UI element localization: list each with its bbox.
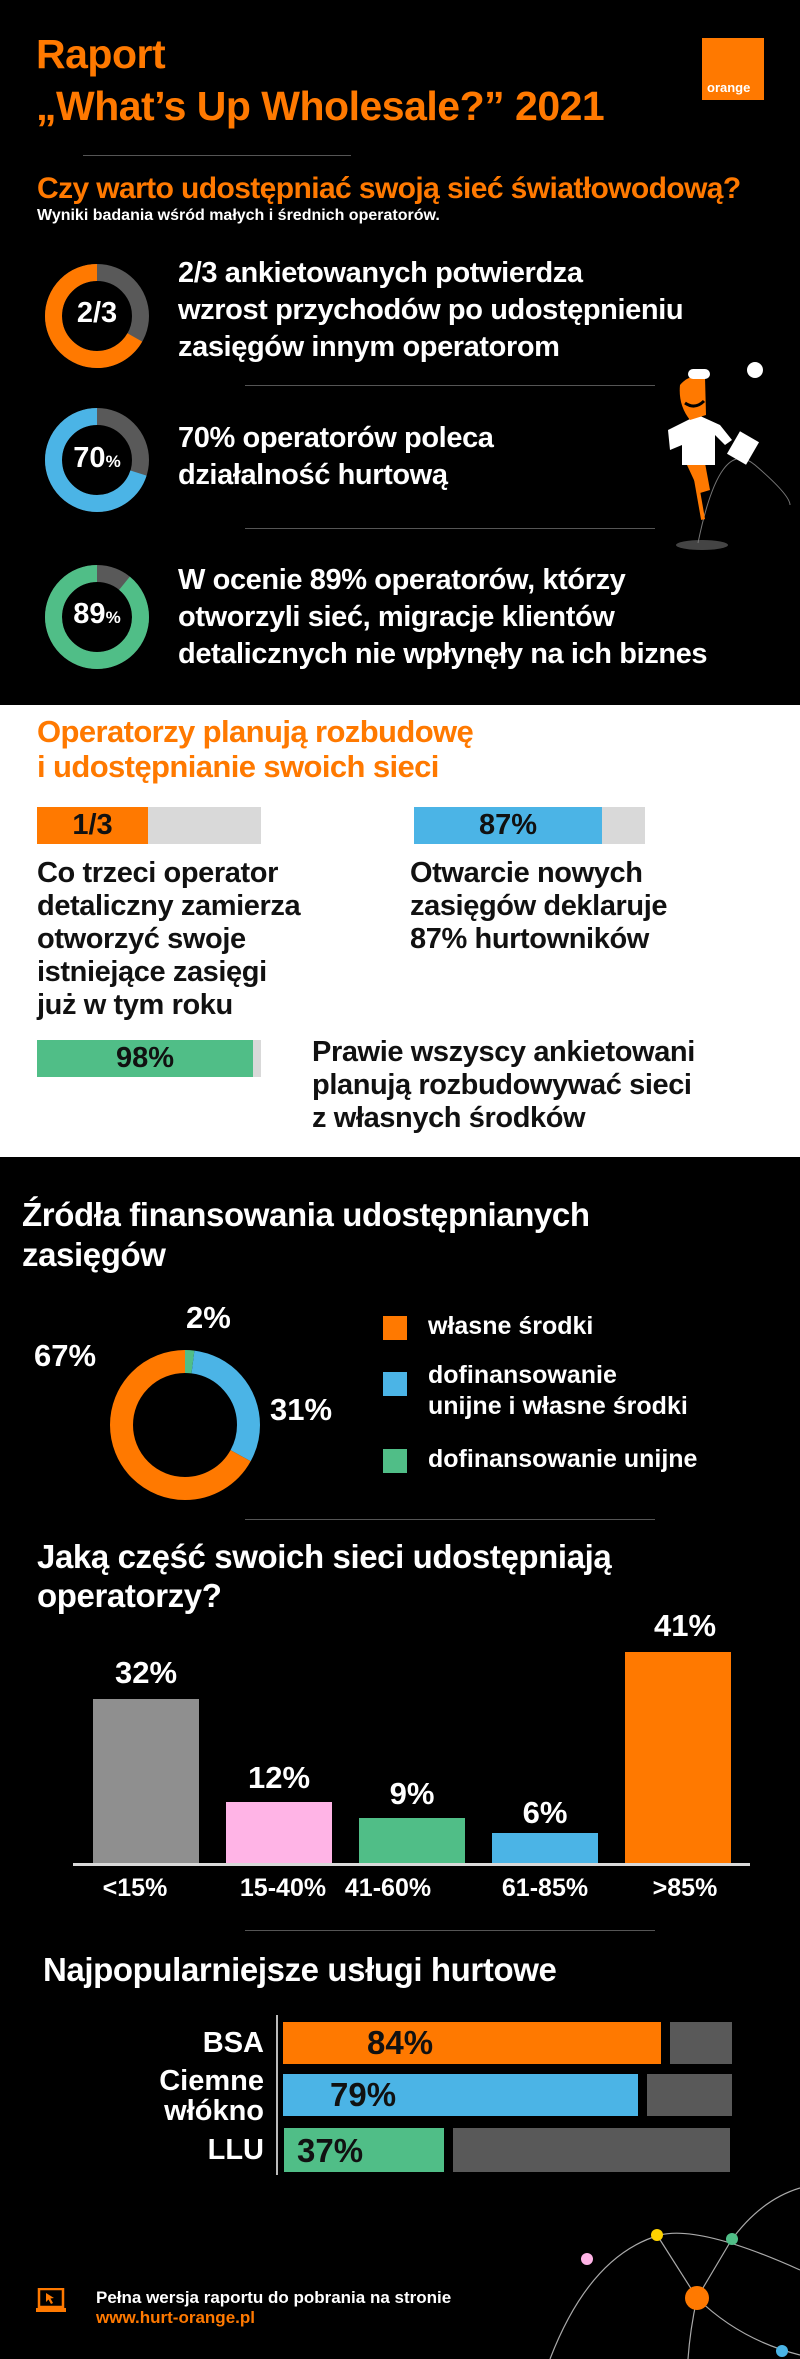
legend-label-own: własne środki bbox=[428, 1312, 594, 1340]
funding-pct-own: 67% bbox=[34, 1338, 97, 1373]
plan-bar-value-own-funds: 98% bbox=[115, 1042, 175, 1074]
service-val-dark-fiber: 79% bbox=[330, 2076, 397, 2113]
donut-label-revenue: 2/3 bbox=[76, 297, 118, 329]
service-bar-fill-dark-fiber bbox=[283, 2074, 638, 2116]
network-node-blue bbox=[776, 2345, 788, 2357]
share-bar-lt15 bbox=[93, 1699, 199, 1864]
share-title-line1: Jaką część swoich sieci udostępniają bbox=[37, 1538, 612, 1575]
plans-title-line2: i udostępnianie swoich sieci bbox=[37, 749, 439, 784]
share-val-lt15: 32% bbox=[114, 1655, 178, 1690]
share-val-gt85: 41% bbox=[653, 1608, 717, 1643]
donut-label-migration: 89% bbox=[73, 598, 121, 630]
header-divider bbox=[83, 155, 351, 156]
plan-text-retail: Co trzeci operator detaliczny zamierza o… bbox=[37, 857, 301, 1021]
network-node-pink bbox=[581, 2253, 593, 2265]
service-bar-fill-llu bbox=[284, 2128, 444, 2172]
plan-bar-value-wholesale: 87% bbox=[478, 809, 538, 841]
laptop-cursor-icon bbox=[36, 2288, 66, 2312]
share-x-axis bbox=[73, 1863, 750, 1866]
share-cat-lt15: <15% bbox=[102, 1874, 168, 1902]
plans-section bbox=[0, 705, 800, 1157]
share-bar-41-60 bbox=[359, 1818, 465, 1864]
network-node-orange bbox=[685, 2286, 709, 2310]
donut-chart-revenue bbox=[45, 264, 149, 368]
share-divider bbox=[245, 1930, 655, 1931]
plans-title-line1: Operatorzy planują rozbudowę bbox=[37, 714, 474, 749]
logo-text: orange bbox=[707, 80, 751, 95]
plan-bar-fill-retail bbox=[37, 807, 148, 844]
plan-bar-fill-wholesale bbox=[414, 807, 602, 844]
service-bar-fill-bsa bbox=[283, 2022, 661, 2064]
funding-pct-eu: 2% bbox=[186, 1300, 231, 1335]
service-bar-rest-llu bbox=[453, 2128, 730, 2172]
share-val-15-40: 12% bbox=[247, 1760, 311, 1795]
services-title: Najpopularniejsze usługi hurtowe bbox=[43, 1951, 557, 1988]
stat-divider-1 bbox=[245, 385, 655, 386]
funding-donut-chart bbox=[110, 1350, 260, 1500]
funding-title-line1: Źródła finansowania udostępnianych bbox=[22, 1196, 590, 1233]
share-val-41-60: 9% bbox=[389, 1776, 435, 1811]
footer-link[interactable]: www.hurt-orange.pl bbox=[96, 2308, 255, 2327]
share-bar-61-85 bbox=[492, 1833, 598, 1864]
funding-pct-eu-own: 31% bbox=[270, 1392, 333, 1427]
service-bar-rest-bsa bbox=[670, 2022, 732, 2064]
share-bar-gt85 bbox=[625, 1652, 731, 1864]
network-node-green bbox=[726, 2233, 738, 2245]
share-cat-15-40: 15-40% bbox=[239, 1874, 327, 1902]
stat-text-revenue: 2/3 ankietowanych potwierdza wzrost przy… bbox=[178, 257, 684, 363]
plan-bar-value-retail: 1/3 bbox=[72, 809, 113, 841]
service-val-bsa: 84% bbox=[367, 2024, 434, 2061]
legend-swatch-eu-own bbox=[383, 1372, 407, 1396]
donut-label-recommend: 70% bbox=[73, 442, 121, 474]
legend-swatch-own bbox=[383, 1316, 407, 1340]
donut-chart-migration bbox=[45, 565, 149, 669]
mascot-illustration bbox=[668, 362, 791, 550]
services-y-axis bbox=[276, 2015, 278, 2175]
share-val-61-85: 6% bbox=[522, 1795, 568, 1830]
header-section: Raport „What’s Up Wholesale?” 2021 orang… bbox=[0, 0, 800, 705]
service-val-llu: 37% bbox=[297, 2132, 364, 2169]
stat-text-recommend: 70% operatorów poleca działalność hurtow… bbox=[178, 422, 494, 491]
service-label-llu: LLU bbox=[207, 2134, 264, 2166]
service-bar-rest-dark-fiber bbox=[647, 2074, 732, 2116]
donut-chart-recommend bbox=[45, 408, 149, 512]
orange-logo: orange bbox=[702, 38, 764, 100]
stat-divider-2 bbox=[245, 528, 655, 529]
share-cat-61-85: 61-85% bbox=[501, 1874, 589, 1902]
network-decoration bbox=[549, 2187, 800, 2359]
share-bar-15-40 bbox=[226, 1802, 332, 1864]
network-node-yellow bbox=[651, 2229, 663, 2241]
service-label-bsa: BSA bbox=[202, 2027, 264, 2059]
service-label-dark-fiber: Ciemne włókno bbox=[159, 2065, 264, 2127]
report-title-line2: „What’s Up Wholesale?” 2021 bbox=[36, 83, 605, 129]
plan-text-own-funds: Prawie wszyscy ankietowani planują rozbu… bbox=[312, 1036, 695, 1134]
share-cat-gt85: >85% bbox=[652, 1874, 718, 1902]
share-cat-41-60: 41-60% bbox=[344, 1874, 432, 1902]
legend-swatch-eu bbox=[383, 1449, 407, 1473]
legend-label-eu-own: dofinansowanie unijne i własne środki bbox=[428, 1361, 688, 1420]
legend-label-eu: dofinansowanie unijne bbox=[428, 1445, 698, 1473]
plan-text-wholesale: Otwarcie nowych zasięgów deklaruje 87% h… bbox=[410, 857, 668, 955]
funding-title-line2: zasięgów bbox=[22, 1236, 166, 1273]
footer-text: Pełna wersja raportu do pobrania na stro… bbox=[96, 2288, 452, 2307]
survey-subtitle: Wyniki badania wśród małych i średnich o… bbox=[37, 207, 440, 224]
survey-question: Czy warto udostępniać swoją sieć światło… bbox=[37, 172, 741, 205]
report-title-line1: Raport bbox=[36, 31, 166, 77]
share-title-line2: operatorzy? bbox=[37, 1577, 222, 1614]
funding-divider bbox=[245, 1519, 655, 1520]
stat-text-migration: W ocenie 89% operatorów, którzy otworzyl… bbox=[178, 564, 708, 670]
plan-bar-fill-own-funds bbox=[37, 1040, 253, 1077]
